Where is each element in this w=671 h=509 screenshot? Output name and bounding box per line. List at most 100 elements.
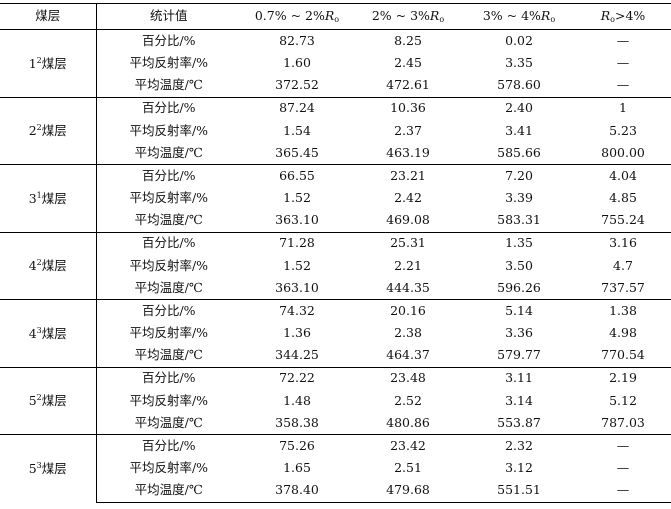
- value-cell: 3.41: [505, 122, 533, 138]
- seam-name-cell: 31煤层: [0, 164, 97, 232]
- value-cell: —: [616, 77, 630, 93]
- seam-superscript: 1: [36, 190, 42, 200]
- table-row: 平均反射率/% 1.60 2.45 3.35 —: [0, 52, 671, 75]
- seam-suffix: 煤层: [41, 123, 67, 138]
- seam-number: 5: [28, 460, 37, 476]
- table-row: 平均温度/℃ 363.10 469.08 583.31 755.24: [0, 210, 671, 233]
- value-cell: 5.14: [463, 299, 575, 322]
- stat-label-cell: 平均温度/℃: [134, 212, 203, 228]
- stat-label-cell: 平均反射率/%: [129, 55, 209, 70]
- value-cell: 463.19: [386, 144, 430, 160]
- value-cell: 787.03: [601, 414, 645, 430]
- value-cell: 578.60: [497, 77, 541, 93]
- value-cell: 3.35: [505, 55, 533, 70]
- value-cell: —: [575, 434, 671, 457]
- value-cell: 1.54: [283, 122, 311, 138]
- seam-number: 1: [28, 55, 37, 71]
- header-range-3-var: R: [540, 7, 551, 23]
- seam-superscript: 2: [36, 393, 42, 402]
- seam-number: 4: [28, 258, 37, 273]
- table-row: 平均温度/℃ 372.52 472.61 578.60 —: [0, 75, 671, 98]
- seam-suffix: 煤层: [41, 393, 67, 408]
- value-cell: 25.31: [353, 231, 463, 255]
- header-seam: 煤层: [0, 3, 97, 30]
- stat-label-cell: 百分比/%: [96, 366, 241, 390]
- value-cell: 1: [575, 96, 671, 120]
- seam-number: 4: [28, 325, 37, 341]
- table-row: 22煤层 百分比/% 87.24 10.36 2.40 1: [0, 96, 671, 165]
- value-cell: 3.11: [463, 366, 575, 390]
- value-cell: 583.31: [497, 212, 541, 228]
- value-cell: 363.10: [275, 212, 319, 228]
- seam-suffix: 煤层: [41, 55, 67, 71]
- table-row: 平均温度/℃ 358.38 480.86 553.87 787.03: [0, 412, 671, 435]
- stat-label-cell: 平均反射率/%: [129, 122, 209, 138]
- table-row: 42煤层 百分比/% 71.28 25.31 1.35 3.16: [0, 231, 671, 300]
- value-cell: 2.45: [394, 55, 422, 70]
- header-range-3-pre: 3% ~ 4%: [482, 7, 541, 23]
- value-cell: 444.35: [386, 279, 430, 295]
- header-range-2: 2% ~ 3%Ro: [353, 3, 463, 30]
- value-cell: 72.22: [241, 366, 353, 390]
- table-row: 平均反射率/% 1.52 2.21 3.50 4.7: [0, 255, 671, 278]
- value-cell: 82.73: [279, 32, 315, 48]
- table-row: 平均反射率/% 1.54 2.37 3.41 5.23: [0, 120, 671, 143]
- value-cell: 770.54: [601, 347, 645, 363]
- value-cell: 1.52: [283, 190, 311, 205]
- table-row: 平均反射率/% 1.65 2.51 3.12 —: [0, 457, 671, 480]
- value-cell: 87.24: [241, 96, 353, 120]
- table-row: 12煤层 百分比/% 82.73 8.25 0.02 —: [0, 29, 671, 97]
- seam-suffix: 煤层: [41, 460, 67, 476]
- value-cell: 2.32: [463, 434, 575, 457]
- value-cell: —: [616, 55, 630, 70]
- value-cell: 4.04: [575, 164, 671, 187]
- data-table: 煤层 统计值 0.7% ~ 2%Ro 2% ~ 3%Ro 3% ~ 4%Ro R…: [0, 3, 671, 503]
- header-range-4: Ro>4%: [575, 3, 671, 30]
- seam-number: 5: [28, 393, 37, 408]
- table-body: 12煤层 百分比/% 82.73 8.25 0.02— 平均反射率/% 1.60 2.45 3.…: [0, 29, 671, 503]
- stat-label-cell: 平均反射率/%: [129, 460, 209, 475]
- seam-superscript: 2: [36, 55, 42, 65]
- value-cell: 1.48: [283, 392, 311, 408]
- table-row: 平均反射率/% 1.48 2.52 3.14 5.12: [0, 390, 671, 413]
- header-range-3: 3% ~ 4%Ro: [463, 3, 575, 30]
- value-cell: 74.32: [241, 299, 353, 322]
- seam-superscript: 2: [36, 123, 42, 132]
- seam-name-cell: 53煤层: [0, 434, 97, 502]
- value-cell: 10.36: [353, 96, 463, 120]
- value-cell: 3.39: [505, 190, 533, 205]
- seam-superscript: 3: [36, 325, 42, 335]
- stat-label-cell: 平均温度/℃: [96, 479, 241, 503]
- value-cell: 737.57: [601, 279, 645, 295]
- header-range-1: 0.7% ~ 2%Ro: [241, 3, 353, 30]
- seam-name-cell: 52煤层: [0, 366, 97, 435]
- seam-superscript: 3: [36, 460, 42, 470]
- seam-name-cell: 22煤层: [0, 96, 97, 165]
- value-cell: 1.35: [463, 231, 575, 255]
- seam-name-cell: 42煤层: [0, 231, 97, 300]
- value-cell: 2.51: [394, 460, 422, 475]
- stat-label-cell: 百分比/%: [96, 434, 241, 457]
- seam-name-cell: 12煤层: [0, 29, 97, 97]
- value-cell: 23.21: [353, 164, 463, 187]
- value-cell: 1.36: [283, 325, 311, 340]
- header-statistic: 统计值: [96, 3, 241, 30]
- stat-label-cell: 百分比/%: [96, 231, 241, 255]
- header-row: 煤层 统计值 0.7% ~ 2%Ro 2% ~ 3%Ro 3% ~ 4%Ro R…: [0, 3, 671, 30]
- stat-label-cell: 平均反射率/%: [129, 257, 209, 273]
- stat-label-cell: 百分比/%: [96, 164, 241, 187]
- seam-superscript: 2: [36, 258, 42, 267]
- stat-label-cell: 百分比/%: [96, 96, 241, 120]
- header-range-1-pre: 0.7% ~ 2%: [254, 7, 325, 23]
- seam-number: 2: [28, 123, 37, 138]
- value-cell: —: [616, 32, 630, 48]
- value-cell: 23.42: [353, 434, 463, 457]
- value-cell: 3.16: [575, 231, 671, 255]
- value-cell: 365.45: [275, 144, 319, 160]
- value-cell: 5.12: [609, 392, 637, 408]
- value-cell: 5.23: [609, 122, 637, 138]
- header-range-4-var: R: [600, 7, 611, 23]
- value-cell: 579.77: [497, 347, 541, 363]
- value-cell: 1.52: [283, 257, 311, 273]
- value-cell: 4.7: [613, 257, 633, 273]
